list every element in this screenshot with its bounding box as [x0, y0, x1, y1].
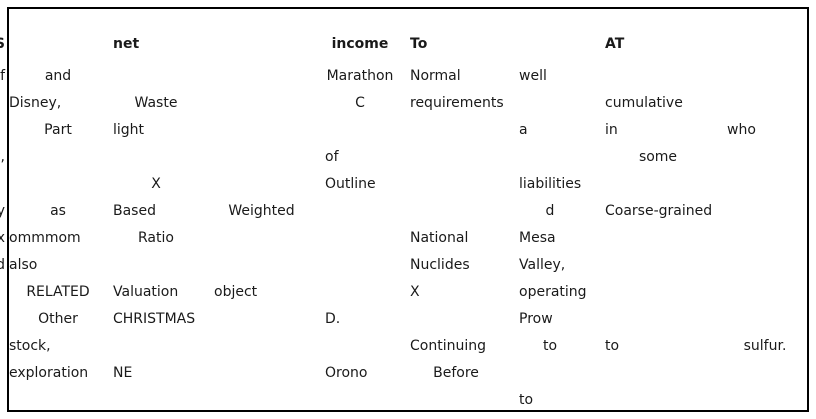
column-header: AT [605, 36, 625, 52]
table-cell: Weighted [228, 203, 295, 219]
table-cell: to [519, 392, 534, 408]
table-cell: Valuation [113, 284, 179, 300]
table-cell: D. [325, 311, 341, 327]
column-header: net [113, 36, 140, 52]
table-cell: liabilities [519, 176, 582, 192]
table-cell: RELATED [26, 284, 90, 300]
table-cell: d [545, 203, 555, 219]
table-cell: some [638, 149, 678, 165]
table-cell: Mesa [519, 230, 556, 246]
table-cell: Disney, [0, 149, 5, 165]
table-cell: Marathon [326, 68, 394, 84]
table-cell: cumulative [605, 95, 683, 111]
table-cell: exploration [9, 365, 89, 381]
table-cell: of [325, 149, 339, 165]
table-cell: ommmom [9, 230, 81, 246]
column-header: SECTIONS [0, 35, 5, 53]
table-cell: Ratio [138, 230, 174, 246]
column-header: To [410, 36, 428, 52]
table-cell: NE [113, 365, 133, 381]
table-cell: Based [113, 203, 156, 219]
table-cell: Normal [410, 68, 461, 84]
table-cell: Before [433, 365, 479, 381]
table-cell: C [355, 95, 365, 111]
table-cell: light [113, 122, 145, 138]
table-cell: to [542, 338, 558, 354]
table-cell: Waste [134, 95, 178, 111]
table-cell: Continuing [410, 338, 486, 354]
table-cell: x [0, 230, 5, 246]
table-cell: a [519, 122, 528, 138]
table-cell: Part [44, 122, 72, 138]
table-cell: object [214, 284, 258, 300]
table-cell: X [410, 284, 420, 300]
table-cell: also [9, 257, 38, 273]
table-cell: Valley, [519, 257, 566, 273]
table-cell: to [605, 338, 620, 354]
table-border [7, 7, 809, 412]
table-cell: Coarse-grained [605, 203, 713, 219]
table-cell: as [50, 203, 66, 219]
table-cell: and [44, 68, 72, 84]
table-cell: well [519, 68, 547, 84]
table-cell: of [0, 68, 5, 84]
table-cell: who [727, 122, 756, 138]
table-cell: Second [0, 257, 5, 273]
table-cell: Disney, [9, 95, 62, 111]
table-cell: stock, [9, 338, 51, 354]
table-cell: CHRISTMAS [113, 311, 196, 327]
table-cell: sulfur. [743, 338, 787, 354]
table-cell: Outline [325, 176, 376, 192]
table-cell: in [605, 122, 618, 138]
table-cell: X [151, 176, 161, 192]
column-header: income [331, 36, 389, 52]
table-cell: Specialty [0, 203, 5, 219]
table-cell: Nuclides [410, 257, 470, 273]
table-cell: operating [519, 284, 587, 300]
table-cell: Orono [325, 365, 368, 381]
table-cell: National [410, 230, 469, 246]
table-cell: requirements [410, 95, 504, 111]
table-cell: Other [38, 311, 78, 327]
table-cell: Prow [519, 311, 553, 327]
